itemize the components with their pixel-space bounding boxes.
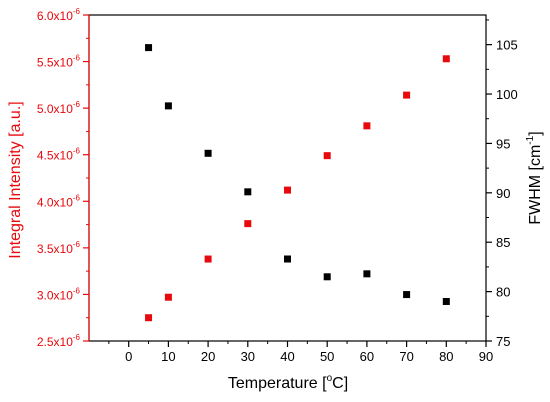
x-tick-label: 70	[399, 349, 413, 364]
x-tick-label: 0	[125, 349, 132, 364]
x-tick-label: 40	[280, 349, 294, 364]
y-left-tick-label: 3.5x10-6	[37, 240, 81, 256]
y-right-tick-label: 90	[496, 186, 510, 201]
y-left-tick-label: 4.5x10-6	[37, 147, 81, 163]
intensity-point	[403, 91, 411, 99]
fwhm-point	[145, 44, 153, 52]
intensity-point	[244, 220, 252, 228]
y-left-tick-label: 6.0x10-6	[37, 7, 81, 23]
plot-border	[88, 14, 487, 342]
intensity-point	[363, 122, 371, 130]
intensity-point	[323, 152, 331, 160]
y-right-tick-label: 80	[496, 285, 510, 300]
y-right-tick-label: 100	[496, 87, 518, 102]
y-right-tick-label: 95	[496, 136, 510, 151]
y-left-tick-label: 5.5x10-6	[37, 54, 81, 70]
intensity-point	[204, 255, 212, 263]
fwhm-point	[204, 149, 212, 157]
fwhm-point	[442, 297, 450, 305]
x-tick-label: 30	[241, 349, 255, 364]
x-tick-label: 90	[479, 349, 493, 364]
y-right-tick-label: 105	[496, 38, 518, 53]
fwhm-point	[284, 255, 291, 263]
series-fwhm	[145, 44, 450, 305]
intensity-point	[164, 293, 172, 301]
y-left-tick-label: 3.0x10-6	[37, 286, 81, 302]
series-integral-intensity	[145, 55, 450, 322]
intensity-point	[145, 314, 153, 322]
plot-frame	[88, 14, 487, 342]
x-axis: 0 10 20 30 40 50 60 70 80 90	[108, 341, 493, 364]
x-tick-label: 20	[201, 349, 215, 364]
x-tick-label: 50	[320, 349, 334, 364]
fwhm-point	[403, 291, 411, 299]
y-left-tick-label: 4.0x10-6	[37, 193, 81, 209]
x-axis-label: Temperature [oC]	[228, 373, 348, 392]
intensity-point	[442, 55, 450, 63]
fwhm-point	[323, 273, 331, 281]
x-tick-label: 60	[360, 349, 374, 364]
y-left-tick-label: 2.5x10-6	[37, 333, 81, 349]
y-axis-left: 2.5x10-6 3.0x10-6 3.5x10-6 4.0x10-6 4.5x10-6…	[37, 7, 90, 349]
y-axis-right: 75 80 85 90 95 100 105	[486, 19, 518, 349]
y-left-tick-label: 5.0x10-6	[37, 100, 81, 116]
y-right-tick-label: 85	[496, 235, 510, 250]
intensity-point	[284, 186, 291, 194]
fwhm-point	[363, 270, 371, 278]
fwhm-point	[164, 102, 172, 110]
x-tick-label: 80	[439, 349, 453, 364]
fwhm-point	[244, 188, 252, 196]
x-tick-label: 10	[161, 349, 175, 364]
y-right-tick-label: 75	[496, 334, 510, 349]
y-axis-right-label: FWHM [cm-1]	[525, 131, 544, 224]
y-axis-left-label: Integral Intensity [a.u.]	[7, 101, 24, 258]
